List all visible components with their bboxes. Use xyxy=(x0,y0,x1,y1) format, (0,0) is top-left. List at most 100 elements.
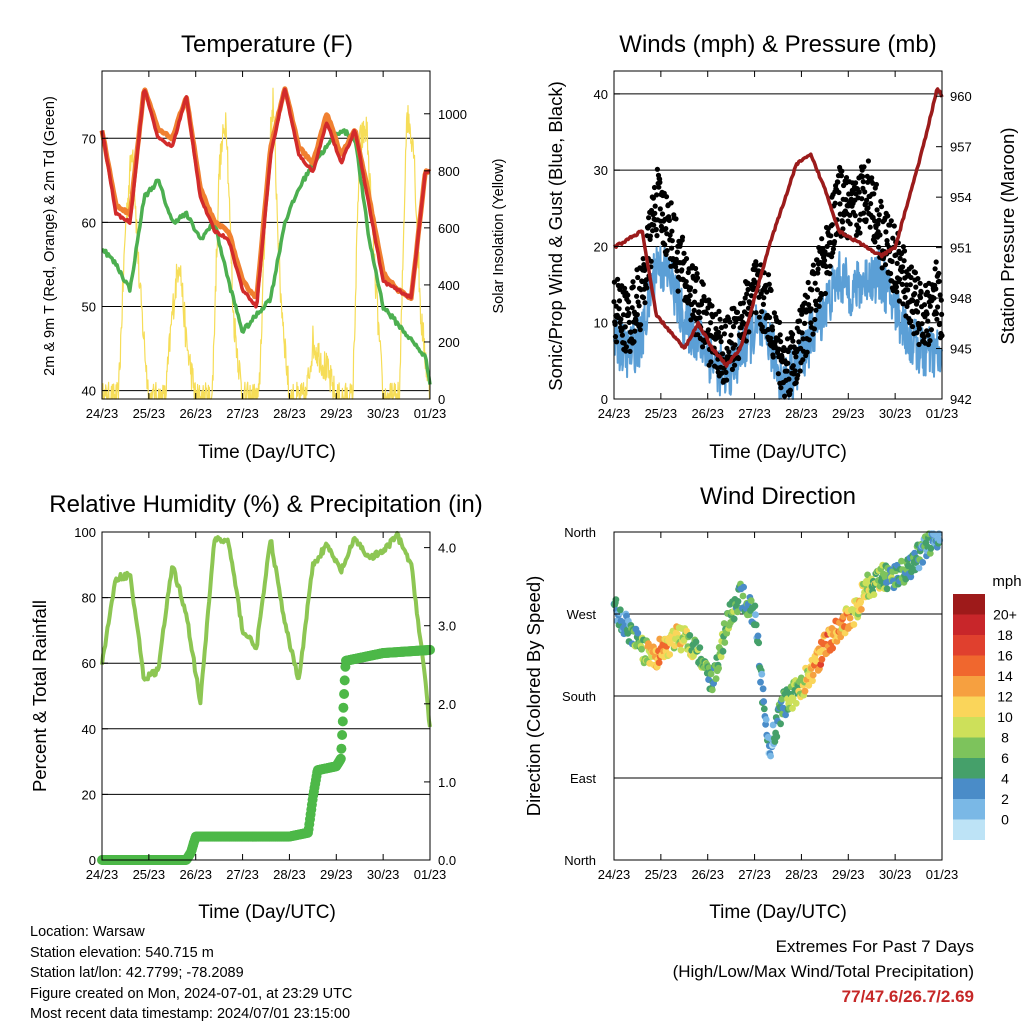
gust-point xyxy=(925,341,932,348)
winds-y-left-tick-label: 10 xyxy=(594,316,608,331)
gust-point xyxy=(887,222,893,228)
temperature-y-left-tick-label: 70 xyxy=(82,131,96,146)
gust-point xyxy=(904,282,910,288)
gust-point xyxy=(719,370,725,376)
gust-point xyxy=(827,263,833,269)
gust-point xyxy=(913,284,919,290)
colorbar-label: 18 xyxy=(997,627,1013,643)
direction-point xyxy=(634,629,642,637)
direction-point xyxy=(677,646,685,654)
gust-point xyxy=(792,368,798,374)
direction-point xyxy=(817,661,825,668)
gust-point xyxy=(927,338,933,344)
colorbar-label: 6 xyxy=(1001,750,1009,766)
gust-point xyxy=(674,249,681,255)
temperature-x-tick-label: 25/23 xyxy=(133,406,166,421)
gust-point xyxy=(937,320,943,326)
direction-y-label-left: Direction (Colored By Speed) xyxy=(523,576,544,817)
gust-point xyxy=(933,310,940,317)
gust-point xyxy=(819,236,825,242)
gust-point xyxy=(692,288,698,294)
gust-point xyxy=(827,271,833,277)
gust-point xyxy=(674,268,680,274)
gust-point xyxy=(897,276,903,282)
gust-point xyxy=(683,256,690,262)
gust-point xyxy=(878,204,885,210)
direction-point xyxy=(829,644,836,652)
gust-point xyxy=(626,310,632,316)
gust-point xyxy=(784,368,790,374)
gust-point xyxy=(910,298,916,304)
station-metadata: Location: Warsaw Station elevation: 540.… xyxy=(30,922,352,1025)
gust-point xyxy=(896,298,903,304)
gust-point xyxy=(659,211,666,217)
direction-x-label: Time (Day/UTC) xyxy=(709,902,847,923)
gust-point xyxy=(654,233,660,239)
gust-point xyxy=(695,332,701,338)
gust-point xyxy=(748,293,755,299)
gust-point xyxy=(624,306,631,312)
gust-point xyxy=(778,385,784,391)
gust-point xyxy=(746,329,752,335)
figure-created: Figure created on Mon, 2024-07-01, at 23… xyxy=(30,985,353,1002)
gust-point xyxy=(790,338,796,344)
gust-point xyxy=(759,324,765,330)
gust-point xyxy=(728,332,734,338)
gust-point xyxy=(921,302,928,308)
gust-point xyxy=(708,320,714,326)
gust-point xyxy=(765,272,772,278)
direction-point xyxy=(715,664,722,672)
gust-point xyxy=(802,320,808,326)
direction-point xyxy=(762,716,770,723)
gust-point xyxy=(782,393,788,399)
gust-point xyxy=(742,295,748,301)
temperature-x-tick-label: 30/23 xyxy=(367,406,400,421)
temperature-x-label: Time (Day/UTC) xyxy=(198,442,336,463)
gust-point xyxy=(657,206,663,212)
gust-point xyxy=(732,362,738,368)
gust-point xyxy=(884,238,890,244)
temperature-y-ticks-right: 0 200 400 600 800 1000 xyxy=(424,107,467,407)
gust-point xyxy=(760,301,767,307)
temperature-2m-line xyxy=(100,87,431,309)
gust-point xyxy=(768,287,774,293)
gust-point xyxy=(679,234,686,240)
humidity-y-left-tick-label: 40 xyxy=(82,722,96,737)
gust-point xyxy=(646,215,652,221)
gust-point xyxy=(790,363,796,369)
temperature-y-right-tick-label: 0 xyxy=(438,392,445,407)
direction-title: Wind Direction xyxy=(700,483,856,510)
gust-point xyxy=(785,360,791,366)
gust-point xyxy=(934,316,940,322)
gust-point xyxy=(786,376,792,382)
gust-point xyxy=(736,355,742,362)
gust-point xyxy=(650,195,657,201)
pressure-line xyxy=(612,87,944,368)
gust-point xyxy=(893,252,899,258)
colorbar-label: 4 xyxy=(1001,771,1009,787)
direction-point xyxy=(805,681,813,689)
direction-x-tick-label: 24/23 xyxy=(598,867,631,882)
colorbar-title: mph xyxy=(992,573,1021,590)
direction-point xyxy=(778,695,786,703)
colorbar-label: 8 xyxy=(1001,730,1009,746)
gust-point xyxy=(865,205,871,211)
winds-x-tick-label: 27/23 xyxy=(738,406,771,421)
winds-x-ticks: 24/23 25/23 26/23 27/23 28/23 29/23 30/23 01/23 xyxy=(598,71,958,421)
station-latlon: Station lat/lon: 42.7799; -78.2089 xyxy=(30,965,244,981)
winds-y-left-tick-label: 40 xyxy=(594,87,608,102)
gust-point xyxy=(656,184,662,190)
dewpoint-line xyxy=(101,128,432,385)
humidity-y-left-tick-label: 0 xyxy=(89,853,96,868)
direction-point xyxy=(883,585,891,593)
humidity-y-right-tick-label: 1.0 xyxy=(438,775,456,790)
gust-point xyxy=(615,276,621,282)
gust-point xyxy=(717,316,723,322)
direction-point xyxy=(692,638,700,646)
gust-point xyxy=(843,197,849,203)
gust-point xyxy=(806,302,812,308)
gust-point xyxy=(839,168,845,174)
gust-point xyxy=(795,372,801,378)
direction-y-tick-label: South xyxy=(562,689,596,704)
gust-point xyxy=(764,289,770,295)
